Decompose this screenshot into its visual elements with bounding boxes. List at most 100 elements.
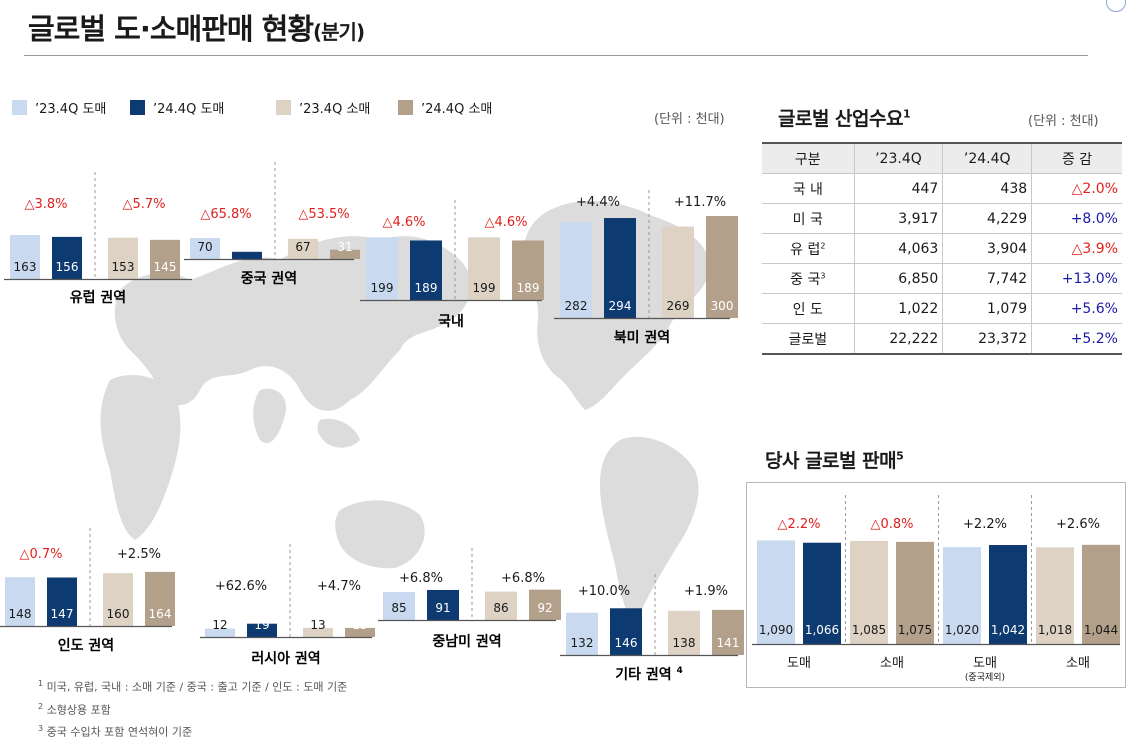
region-cell: 중 국3 [762, 263, 855, 294]
legend-item-24-wholesale: ’24.4Q 도매 [130, 98, 224, 117]
region-chart: 70 24 67 31 △65.8% △53.5% 중국 권역 [184, 162, 360, 287]
map-australia [335, 500, 425, 569]
footnote-3: 3 중국 수입차 포함 연석혀이 기준 [38, 724, 193, 739]
bar-value-label: 199 [473, 281, 496, 295]
bar [512, 240, 544, 300]
bar [303, 627, 333, 637]
value-cell: 4,063 [853, 233, 943, 264]
value-cell: 6,850 [853, 263, 943, 294]
table-row: 중 국3 6,850 7,742 +13.0% [762, 263, 1122, 294]
bar [706, 216, 738, 318]
bar-value-label: 199 [371, 281, 394, 295]
table-row-total: 글로벌 22,222 23,372 +5.2% [762, 323, 1122, 355]
region-chart: 148 147 160 164 △0.7% +2.5% 인도 권역 [0, 528, 175, 654]
header-cell: 증 감 [1031, 142, 1122, 174]
bar-value-label: 189 [415, 281, 438, 295]
legend-label: ’24.4Q 소매 [421, 101, 493, 117]
bar [410, 240, 442, 300]
bar [989, 545, 1027, 644]
bar-value-label: 1,044 [1084, 623, 1118, 637]
bar [383, 591, 415, 620]
page-title: 글로벌 도·소매판매 현황(분기) [28, 6, 365, 48]
region-cell: 미 국 [762, 203, 855, 234]
bar-value-label: 31 [337, 240, 352, 254]
bar [566, 612, 598, 655]
region-chart: 132 146 138 141 +10.0% +1.9% 기타 권역 4 [560, 574, 744, 683]
change-cell: +5.6% [1031, 293, 1122, 324]
region-name: 국내 [438, 314, 464, 330]
bar [668, 610, 700, 655]
change-cell: △2.0% [1031, 173, 1122, 204]
map-south-america [600, 436, 699, 625]
bar [366, 237, 398, 300]
page-title-suffix: (분기) [313, 20, 365, 44]
regional-charts: 163 156 153 145 △3.8% △5.7% 유럽 권역 70 24 67 31 △65.8… [0, 162, 1120, 683]
change-label: +62.6% [215, 579, 267, 594]
bar-value-label: 189 [517, 281, 540, 295]
legend-swatch [130, 99, 145, 115]
bar-value-label: 85 [391, 601, 406, 615]
region-name: 기타 권역 4 [615, 666, 683, 683]
bar-value-label: 145 [154, 260, 177, 274]
group-label: 소매 [1066, 656, 1090, 671]
region-name: 인도 권역 [58, 637, 114, 654]
change-cell: +13.0% [1031, 263, 1122, 294]
region-cell: 인 도 [762, 293, 855, 324]
bar-value-label: 86 [493, 601, 508, 615]
sales-chart-frame [746, 482, 1126, 688]
value-cell: 7,742 [942, 263, 1032, 294]
bar [1082, 544, 1120, 644]
change-label: +6.8% [399, 571, 443, 586]
region-name: 북미 권역 [614, 329, 670, 346]
legend-swatch [398, 99, 413, 115]
change-label: △0.7% [19, 547, 62, 562]
bar [247, 623, 277, 637]
bar [47, 577, 77, 626]
bar-value-label: 12 [212, 618, 227, 632]
table-row: 인 도 1,022 1,079 +5.6% [762, 293, 1122, 324]
value-cell: 438 [942, 173, 1032, 204]
bar-value-label: 19 [254, 618, 269, 632]
bar [145, 571, 175, 626]
value-cell: 22,222 [853, 323, 943, 355]
legend-item-23-retail: ’23.4Q 소매 [276, 98, 370, 117]
table-row: 국 내 447 438 △2.0% [762, 173, 1122, 204]
bar [468, 237, 500, 300]
change-label: △0.8% [870, 517, 913, 532]
bar-value-label: 156 [56, 260, 79, 274]
region-name: 중국 권역 [241, 270, 297, 287]
bar [757, 540, 795, 644]
group-label: 소매 [880, 656, 904, 671]
footnote-1: 1 미국, 유럽, 국내 : 소매 기준 / 중국 : 출고 기준 / 인도 :… [38, 679, 348, 694]
change-cell: +8.0% [1031, 203, 1122, 234]
bar [485, 591, 517, 620]
bar-value-label: 67 [295, 240, 310, 254]
header-cell: ’23.4Q [853, 142, 943, 174]
map-india [253, 388, 286, 444]
bar [232, 251, 262, 259]
bar [712, 609, 744, 655]
bar-value-label: 1,018 [1038, 623, 1072, 637]
footnotes: 1 미국, 유럽, 국내 : 소매 기준 / 중국 : 출고 기준 / 인도 :… [38, 674, 347, 742]
region-chart: 85 91 86 92 +6.8% +6.8% 중남미 권역 [378, 548, 561, 650]
bar-value-label: 132 [571, 636, 594, 650]
region-cell: 국 내 [762, 173, 855, 204]
value-cell: 3,904 [942, 233, 1032, 264]
change-cell: △3.9% [1031, 233, 1122, 264]
value-cell: 3,917 [853, 203, 943, 234]
bar [529, 589, 561, 620]
bar [330, 249, 360, 259]
bar-value-label: 24 [239, 240, 254, 254]
bar-value-label: 163 [14, 260, 37, 274]
change-label: +4.4% [576, 195, 620, 210]
region-name-sup: 4 [677, 666, 683, 676]
change-label: +2.5% [117, 547, 161, 562]
group-label: 도매 [973, 656, 997, 671]
bar-value-label: 13 [352, 618, 367, 632]
change-label: +1.9% [684, 584, 728, 599]
bar-value-label: 147 [51, 607, 74, 621]
bar-value-label: 92 [537, 601, 552, 615]
bar [190, 238, 220, 259]
map-se-asia [317, 418, 360, 448]
value-cell: 1,079 [942, 293, 1032, 324]
